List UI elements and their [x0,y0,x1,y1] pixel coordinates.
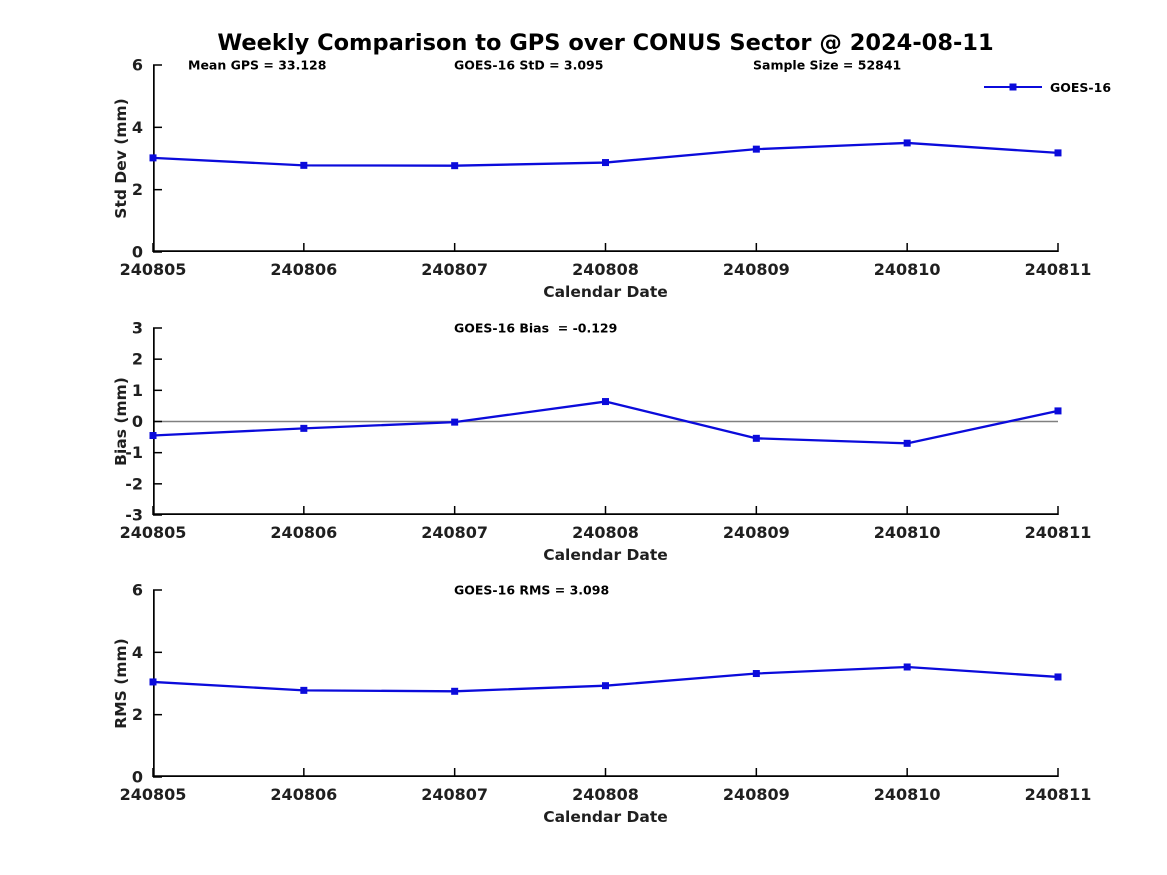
data-point-marker [451,418,459,426]
y-tick-label: -2 [125,474,143,493]
data-point-marker [1054,149,1062,157]
x-tick-label: 240810 [874,260,941,279]
y-tick-label: -3 [125,506,143,525]
data-point-marker [752,145,760,153]
data-point-marker [149,154,157,162]
std-dev-mm-annotation: Sample Size = 52841 [753,57,902,73]
data-point-marker [1054,673,1062,681]
rms-mm-subplot: 0 2 4 6 240805 240806 240807 240808 240809 240810… [112,581,1091,827]
y-axis-label: Bias (mm) [112,377,130,466]
chart-title: Weekly Comparison to GPS over CONUS Sect… [217,30,994,56]
x-axis-label: Calendar Date [543,808,668,826]
data-point-marker [451,162,459,170]
x-tick-label: 240807 [421,785,488,804]
data-point-marker [149,678,157,686]
x-tick-label: 240811 [1025,260,1092,279]
y-tick-label: 3 [132,319,143,338]
y-tick-label: -1 [125,443,143,462]
x-tick-label: 240809 [723,785,790,804]
data-point-marker [451,687,459,695]
x-tick-label: 240810 [874,523,941,542]
x-tick-label: 240806 [270,785,337,804]
rms-mm-annotation: GOES-16 RMS = 3.098 [454,582,610,598]
y-tick-label: 2 [132,705,143,724]
y-tick-label: 6 [132,581,143,600]
y-tick-label: 2 [132,180,143,199]
data-point-marker [1054,407,1062,415]
x-tick-label: 240807 [421,523,488,542]
data-point-marker [149,432,157,440]
x-axis-label: Calendar Date [543,283,668,301]
legend-line-sample [984,83,1042,91]
y-tick-label: 0 [132,243,143,262]
data-point-marker [903,139,911,147]
y-tick-label: 1 [132,381,143,400]
bias-mm-annotation: GOES-16 Bias = -0.129 [454,320,618,336]
x-tick-label: 240805 [120,260,187,279]
data-point-marker [602,682,609,690]
goes-16-line [152,400,1059,445]
y-tick-label: 0 [132,412,143,431]
x-tick-label: 240811 [1025,785,1092,804]
y-tick-label: 2 [132,350,143,369]
x-axis-label: Calendar Date [543,546,668,564]
y-axis-label: RMS (mm) [112,638,130,728]
data-point-marker [602,159,609,167]
y-axis-label: Std Dev (mm) [112,98,130,218]
data-point-marker [300,686,308,694]
x-tick-label: 240809 [723,260,790,279]
y-tick-label: 4 [132,118,143,137]
y-tick-label: 4 [132,643,143,662]
data-point-marker [300,424,308,432]
data-point-marker [752,434,760,442]
data-point-marker [602,398,609,406]
bias-mm-subplot: -3 -2 -1 0 1 2 3 240805 240806 240807 240808 240809… [112,319,1091,565]
x-tick-label: 240808 [572,523,639,542]
data-point-marker [903,439,911,447]
x-tick-label: 240808 [572,260,639,279]
x-tick-label: 240807 [421,260,488,279]
std-dev-mm-annotation: GOES-16 StD = 3.095 [454,57,604,73]
legend: GOES-16 [984,79,1112,95]
x-tick-label: 240809 [723,523,790,542]
legend-label: GOES-16 [1050,79,1112,95]
y-tick-label: 0 [132,768,143,787]
data-point-marker [903,663,911,671]
legend-square-marker-icon [1009,83,1017,91]
data-point-marker [752,670,760,678]
x-tick-label: 240806 [270,523,337,542]
x-tick-label: 240806 [270,260,337,279]
x-tick-label: 240805 [120,785,187,804]
x-tick-label: 240810 [874,785,941,804]
y-tick-label: 6 [132,56,143,75]
x-tick-label: 240808 [572,785,639,804]
data-point-marker [300,161,308,169]
std-dev-mm-subplot: 0 2 4 6 240805 240806 240807 240808 240809 240810… [112,56,1091,302]
std-dev-mm-annotation: Mean GPS = 33.128 [188,57,327,73]
x-tick-label: 240805 [120,523,187,542]
x-tick-label: 240811 [1025,523,1092,542]
